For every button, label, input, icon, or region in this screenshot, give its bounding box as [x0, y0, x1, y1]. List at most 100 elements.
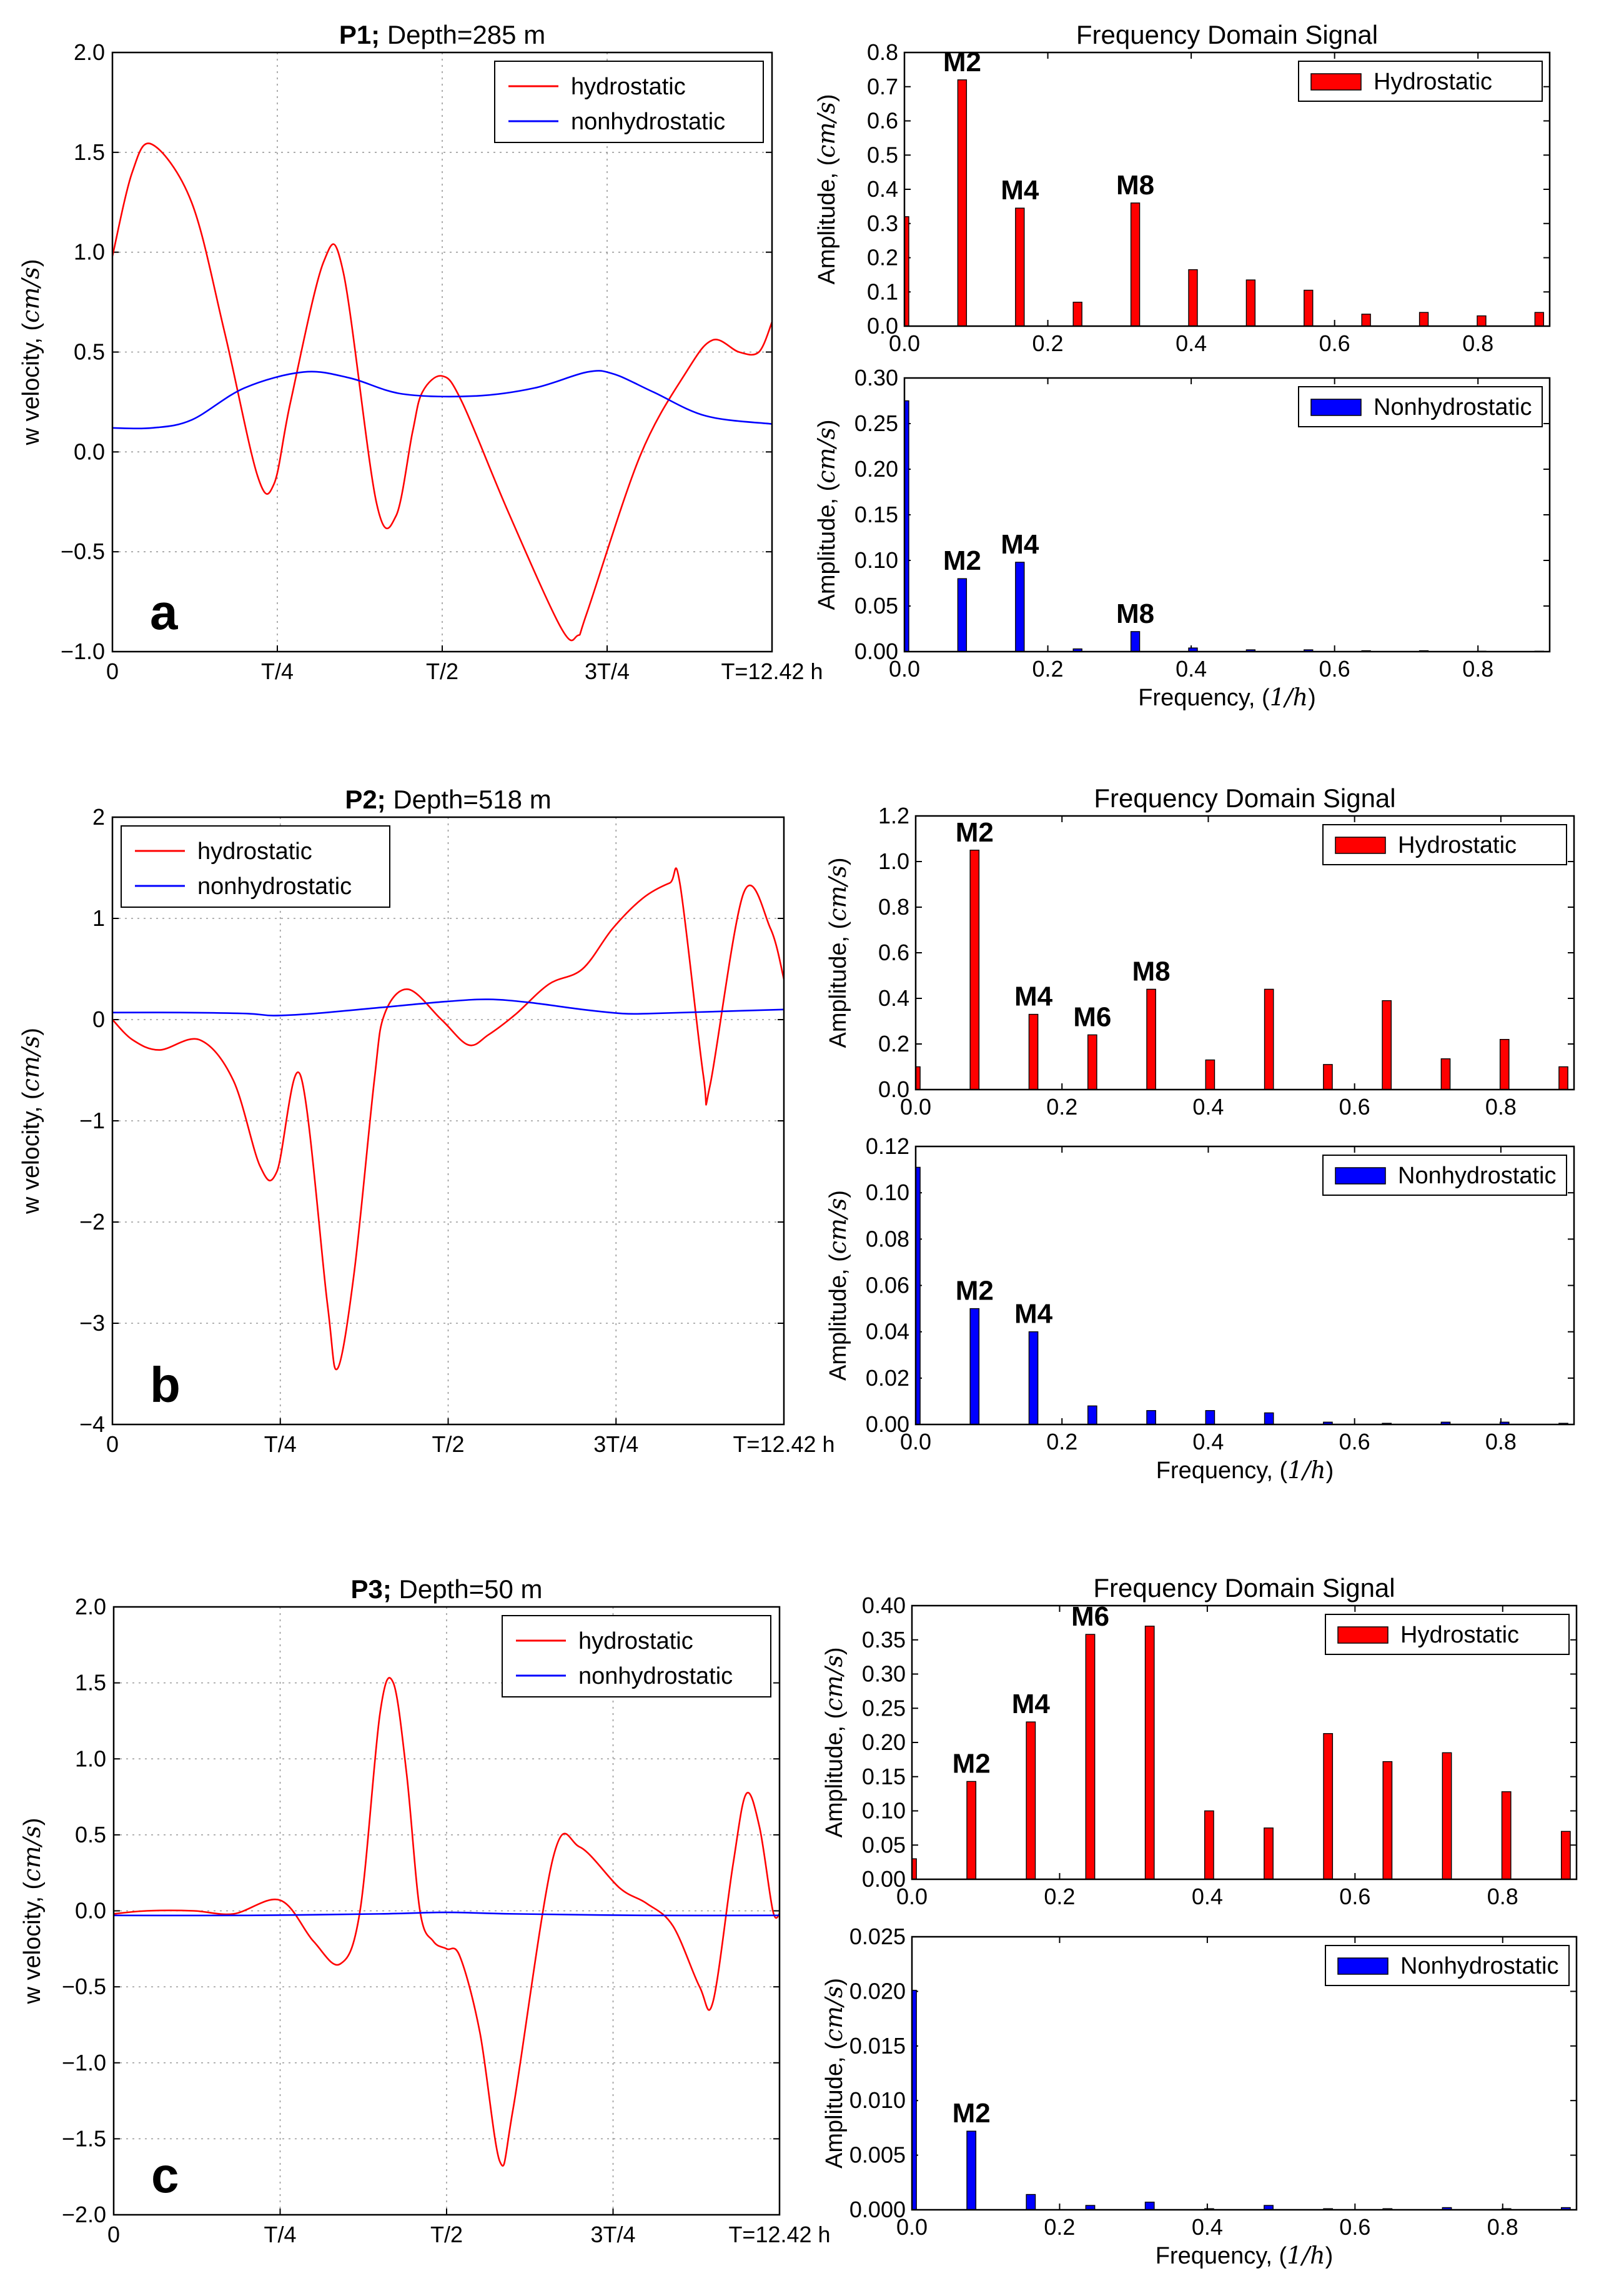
y-axis-label: w velocity, (cm/s) — [18, 1818, 46, 2005]
y-tick-label: 0.0 — [867, 313, 898, 339]
plot-frame — [914, 815, 1575, 1091]
y-axis-label: Amplitude, (cm/s) — [820, 1978, 848, 2169]
y-tick-label: 0.0 — [878, 1076, 909, 1102]
y-tick-label: 0.5 — [74, 339, 105, 365]
x-tick-label: 0.8 — [1462, 330, 1493, 356]
bar — [1477, 315, 1487, 327]
y-tick-label: 0.0 — [75, 1898, 106, 1924]
y-tick-label: −1 — [79, 1108, 105, 1133]
x-tick-label: 0.8 — [1485, 1429, 1517, 1454]
legend-label-nonhydrostatic: nonhydrostatic — [571, 109, 725, 135]
x-tick-label: 0.0 — [889, 656, 920, 682]
bar — [1361, 314, 1371, 327]
bar — [1188, 269, 1198, 327]
y-tick-label: 0.5 — [75, 1822, 106, 1847]
plot-frame — [911, 1936, 1578, 2211]
panel-b-bottom: 0.0 0.2 0.4 0.6 0.8 0.00 0.02 0.04 0.06 0.08 0.10 0… — [824, 1133, 1575, 1484]
bar — [1245, 279, 1256, 327]
y-tick-label: 0.15 — [854, 502, 898, 527]
bar — [1205, 1410, 1215, 1425]
legend-label-hydrostatic: hydrostatic — [571, 74, 686, 100]
panel-c-bottom: 0.0 0.2 0.4 0.6 0.8 0.000 0.005 0.010 0.015 0.020… — [820, 1924, 1578, 2269]
peak-label-M4: M4 — [1014, 1299, 1053, 1329]
y-tick-label: −0.5 — [61, 539, 105, 564]
legend-swatch-Nonhydrostatic — [1337, 1957, 1389, 1975]
y-tick-label: 0.10 — [862, 1798, 906, 1824]
chart-title: Frequency Domain Signal — [1093, 1573, 1395, 1603]
x-tick-label: 0 — [106, 1431, 119, 1457]
x-tick-label: 0.2 — [1044, 1884, 1075, 1909]
bar — [966, 2130, 977, 2210]
x-tick-label: 0.4 — [1192, 2214, 1223, 2240]
x-tick-label: T/2 — [430, 2222, 463, 2247]
y-tick-label: 0.00 — [862, 1866, 906, 1892]
legend-label-Nonhydrostatic: Nonhydrostatic — [1400, 1953, 1558, 1979]
panel-a-bottom: 0.0 0.2 0.4 0.6 0.8 0.00 0.05 0.10 0.15 0.20 0.25 0… — [813, 365, 1551, 711]
y-tick-label: 0.05 — [854, 593, 898, 619]
x-tick-label: 0.4 — [1192, 1884, 1223, 1909]
bar — [1501, 1791, 1512, 1880]
x-tick-label: T=12.42 h — [721, 658, 823, 684]
y-tick-label: 1.5 — [74, 139, 105, 165]
y-tick-label: 0.8 — [878, 894, 909, 920]
bar — [1130, 631, 1141, 652]
x-tick-label: T=12.42 h — [733, 1431, 834, 1457]
y-axis-label: Amplitude, (cm/s) — [813, 419, 840, 610]
x-tick-label: T=12.42 h — [728, 2222, 830, 2247]
peak-label-M8: M8 — [1132, 956, 1171, 986]
legend-label-nonhydrostatic: nonhydrostatic — [197, 873, 352, 900]
bar — [1130, 202, 1141, 327]
x-tick-label: T/2 — [426, 658, 458, 684]
bar — [1144, 1626, 1155, 1880]
y-tick-label: 1.0 — [878, 848, 909, 874]
bar — [1323, 1733, 1334, 1880]
peak-label-M2: M2 — [956, 817, 994, 848]
bar — [957, 578, 968, 652]
y-tick-label: 0.12 — [866, 1133, 909, 1159]
bar — [1264, 988, 1274, 1090]
y-tick-label: 0.4 — [878, 985, 909, 1011]
x-axis-label: Frequency, (1/h) — [1156, 2242, 1334, 2269]
x-tick-label: 3T/4 — [593, 1431, 638, 1457]
x-tick-label: 0.0 — [896, 1884, 928, 1909]
y-tick-label: 0.40 — [862, 1593, 906, 1618]
y-tick-label: 0.4 — [867, 176, 898, 202]
plot-frame — [911, 1604, 1578, 1881]
y-tick-label: 0.30 — [854, 365, 898, 390]
bar — [1304, 289, 1314, 327]
bar — [1015, 562, 1025, 652]
y-tick-label: 2.0 — [74, 39, 105, 65]
peak-label-M2: M2 — [943, 545, 981, 576]
bar — [1323, 1064, 1333, 1090]
series-line-nonhydrostatic — [112, 998, 784, 1016]
x-tick-label: 0.4 — [1176, 330, 1207, 356]
x-tick-label: 0.8 — [1462, 656, 1493, 682]
series-line-hydrostatic — [112, 142, 772, 642]
x-tick-label: 0.4 — [1192, 1094, 1224, 1120]
bar — [1146, 988, 1156, 1090]
y-tick-label: 0.3 — [867, 211, 898, 236]
bar — [1087, 1405, 1097, 1425]
legend-swatch-Hydrostatic — [1335, 837, 1386, 854]
legend-label-Hydrostatic: Hydrostatic — [1374, 69, 1492, 95]
y-tick-label: −2 — [79, 1209, 105, 1235]
legend-swatch-Nonhydrostatic — [1335, 1167, 1386, 1185]
y-tick-label: 2.0 — [75, 1594, 106, 1619]
y-tick-label: 0.000 — [849, 2197, 906, 2222]
y-tick-label: 0.30 — [862, 1661, 906, 1687]
peak-label-M4: M4 — [1014, 982, 1053, 1012]
legend-box — [502, 1615, 771, 1697]
y-tick-label: 1.5 — [75, 1670, 106, 1696]
y-tick-label: −0.5 — [62, 1974, 106, 1999]
legend-label-Hydrostatic: Hydrostatic — [1398, 832, 1517, 858]
x-tick-label: 0.6 — [1339, 2214, 1370, 2240]
bar — [1418, 312, 1429, 327]
panel-letter: a — [150, 584, 178, 640]
x-tick-label: 3T/4 — [590, 2222, 635, 2247]
legend-swatch-Hydrostatic — [1310, 73, 1362, 91]
bar — [1026, 1721, 1036, 1880]
panel-letter: c — [151, 2147, 179, 2203]
legend-label-hydrostatic: hydrostatic — [197, 838, 312, 865]
bar — [1442, 1752, 1452, 1880]
bar — [1146, 1410, 1156, 1425]
